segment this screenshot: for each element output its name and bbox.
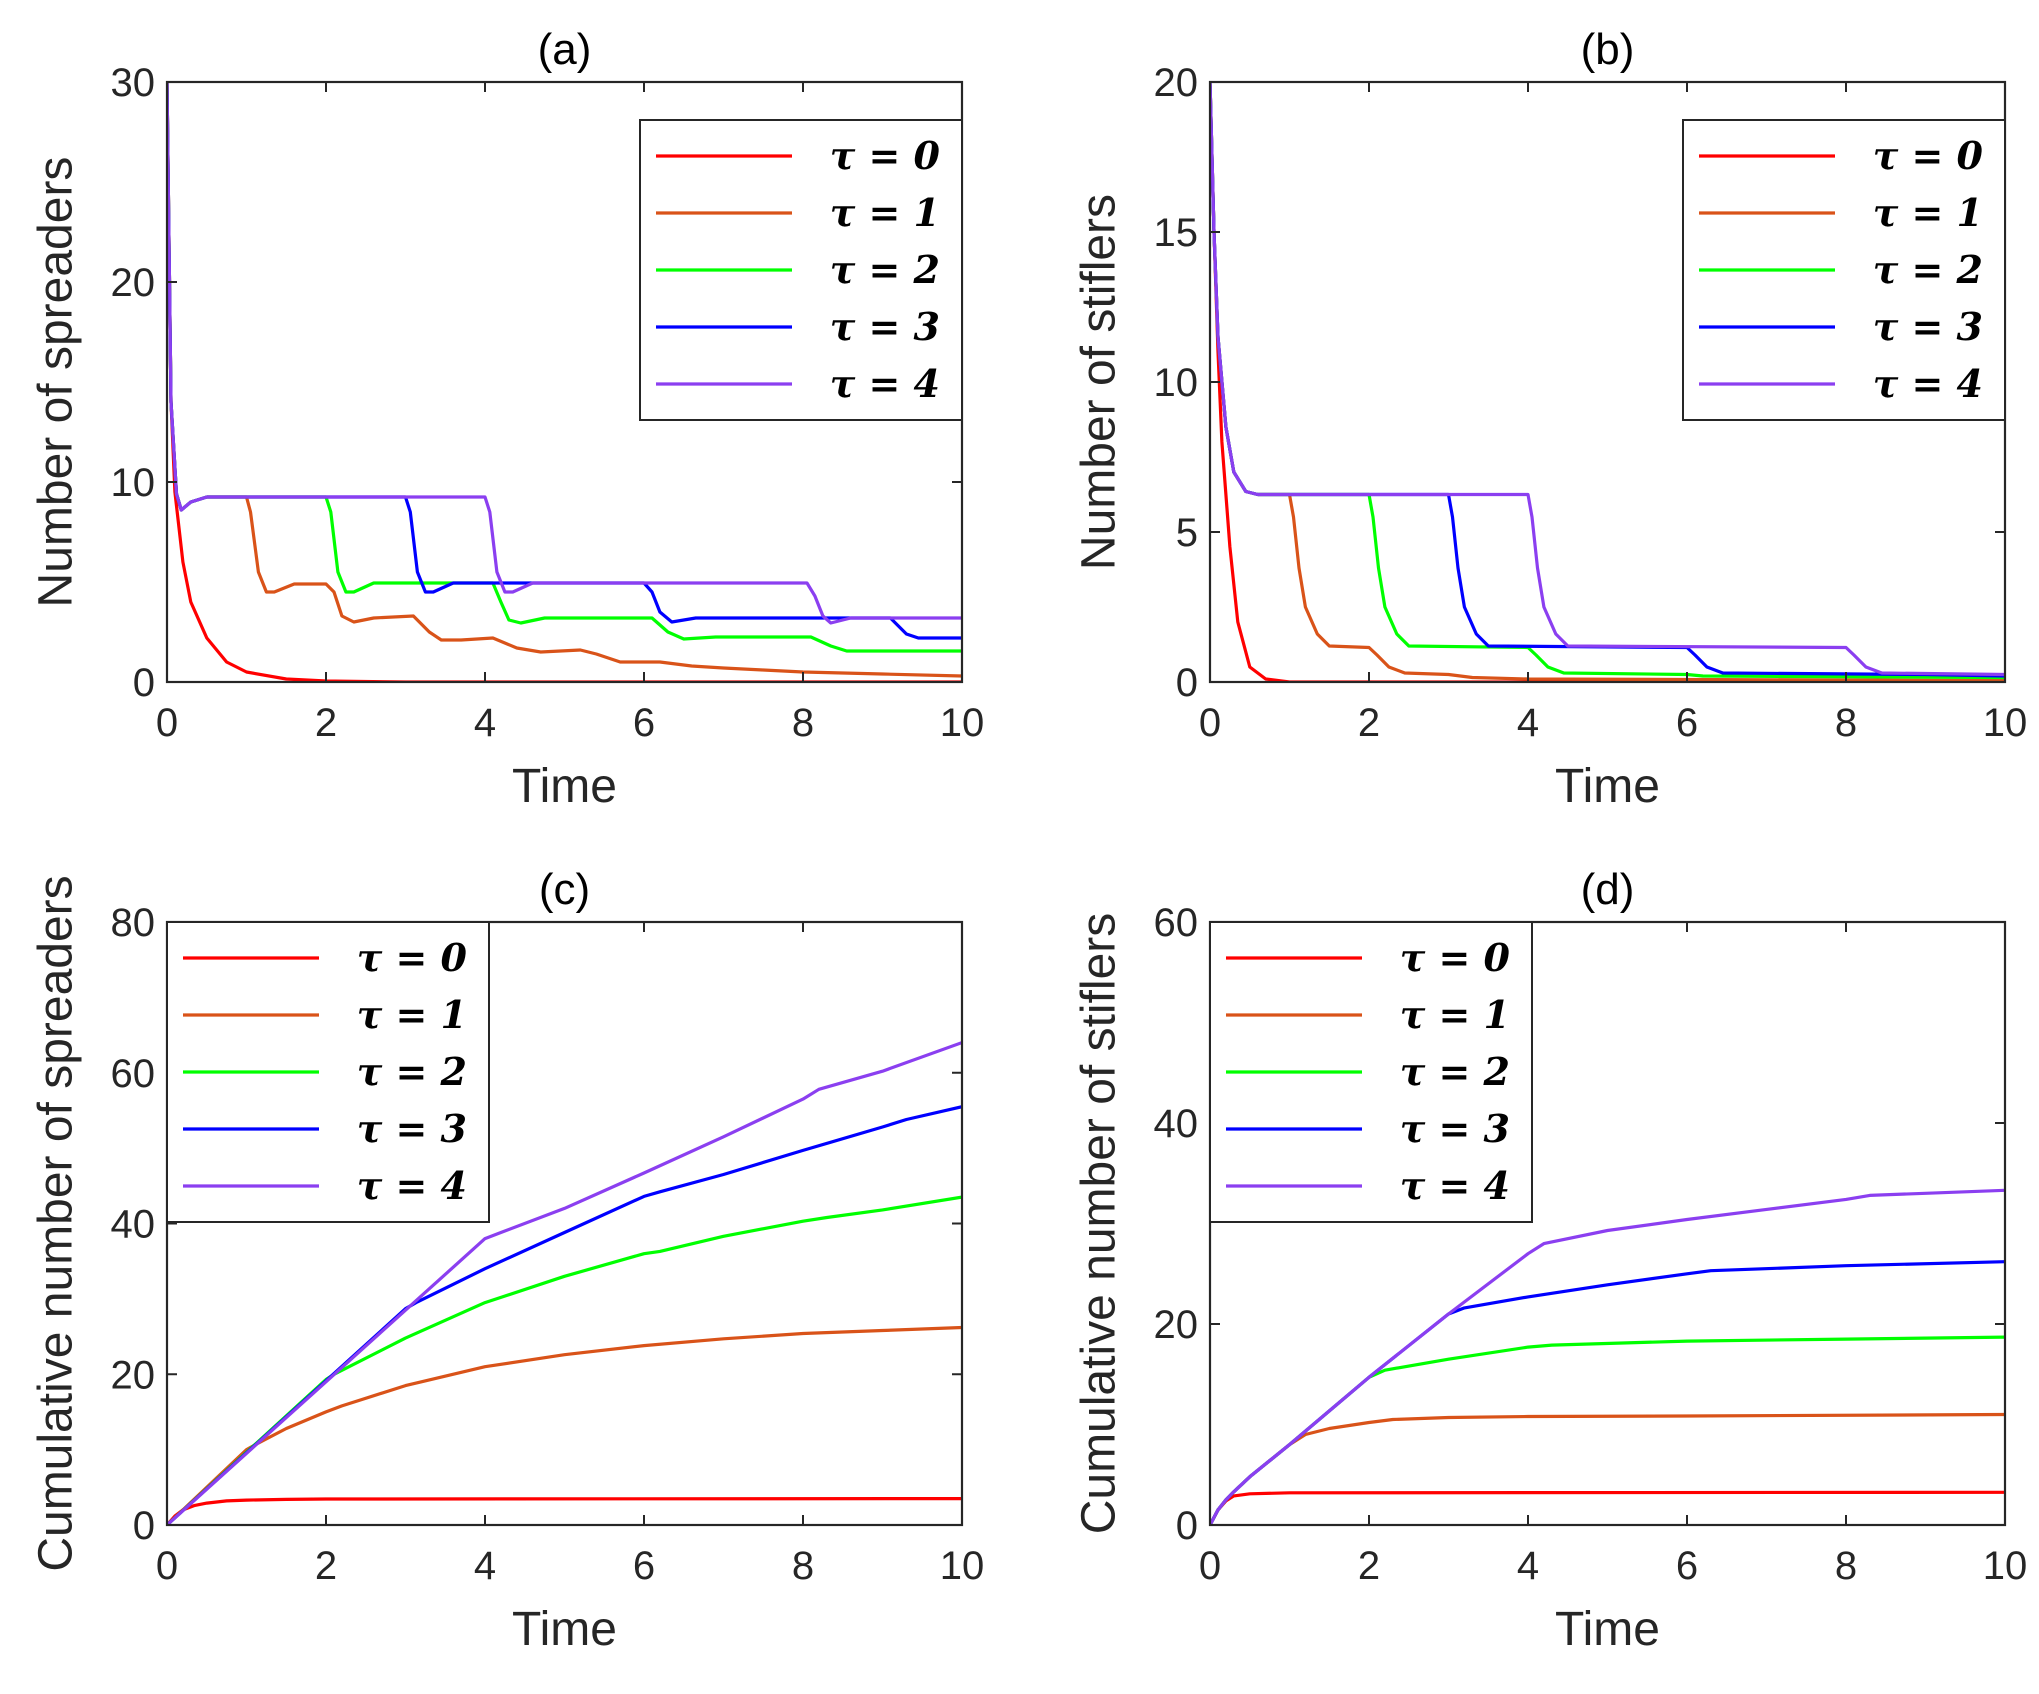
x-tick-label: 10	[940, 701, 985, 745]
x-tick-label: 0	[1199, 701, 1221, 745]
y-tick-label: 0	[1176, 661, 1198, 705]
y-tick-label: 20	[111, 1353, 156, 1397]
legend-label-tau-4: τ = 4	[357, 1163, 467, 1208]
x-tick-label: 6	[633, 1544, 655, 1588]
legend-label-tau-3: τ = 3	[357, 1106, 467, 1151]
x-tick-label: 6	[633, 701, 655, 745]
y-tick-label: 20	[1154, 1303, 1199, 1347]
axes-box	[1208, 920, 2007, 1527]
x-tick-label: 10	[1983, 1544, 2028, 1588]
x-tick-label: 6	[1676, 1544, 1698, 1588]
panel-a: 0 2 4 6 8 10 0 10 20 30 (a) Time Number of spreaders…	[30, 25, 985, 813]
series-line-tau-2	[167, 1195, 962, 1525]
y-tick-label: 80	[111, 901, 156, 945]
chart-title: (d)	[1581, 865, 1635, 914]
legend-label-tau-0: τ = 0	[830, 133, 941, 178]
y-tick-label: 60	[1154, 901, 1199, 945]
y-tick-label: 5	[1176, 511, 1198, 555]
legend-label-tau-1: τ = 1	[830, 190, 940, 235]
x-tick-label: 8	[1835, 701, 1857, 745]
chart-title: (a)	[538, 25, 592, 74]
legend-label-tau-3: τ = 3	[1400, 1106, 1510, 1151]
x-axis-label: Time	[512, 760, 617, 813]
series-group	[1210, 82, 2005, 682]
y-tick-label: 10	[111, 461, 156, 505]
legend: τ = 0 τ = 1 τ = 2 τ = 3 τ = 4	[639, 119, 963, 421]
y-tick-label: 60	[111, 1052, 156, 1096]
x-tick-label: 2	[1358, 701, 1380, 745]
x-tick-label: 4	[474, 701, 496, 745]
x-tick-label: 8	[1835, 1544, 1857, 1588]
y-axis-label: Number of stiflers	[1073, 194, 1126, 570]
y-axis-label: Cumulative number of spreaders	[30, 875, 83, 1571]
chart-title: (c)	[539, 865, 590, 914]
x-tick-label: 10	[940, 1544, 985, 1588]
x-tick-label: 0	[1199, 1544, 1221, 1588]
x-tick-label: 4	[1517, 1544, 1539, 1588]
series-line-tau-4	[167, 1041, 962, 1525]
legend-label-tau-4: τ = 4	[830, 361, 940, 406]
legend-label-tau-2: τ = 2	[830, 247, 940, 292]
y-tick-label: 15	[1154, 211, 1199, 255]
y-tick-label: 40	[1154, 1102, 1199, 1146]
x-tick-label: 4	[474, 1544, 496, 1588]
x-axis-label: Time	[512, 1603, 617, 1656]
y-axis-label: Cumulative number of stiflers	[1073, 913, 1126, 1535]
x-tick-label: 2	[315, 1544, 337, 1588]
legend-label-tau-2: τ = 2	[1400, 1049, 1510, 1094]
series-line-tau-4	[1210, 82, 2005, 677]
chart-title: (b)	[1581, 25, 1635, 74]
legend-label-tau-4: τ = 4	[1400, 1163, 1510, 1208]
series-line-tau-1	[167, 1325, 962, 1525]
x-tick-label: 4	[1517, 701, 1539, 745]
series-line-tau-4	[1210, 1188, 2005, 1525]
x-tick-label: 0	[156, 1544, 178, 1588]
legend-label-tau-0: τ = 0	[1873, 133, 1984, 178]
y-tick-label: 0	[1176, 1504, 1198, 1548]
legend: τ = 0 τ = 1 τ = 2 τ = 3 τ = 4	[166, 921, 490, 1223]
x-tick-label: 10	[1983, 701, 2028, 745]
x-tick-label: 0	[156, 701, 178, 745]
x-axis-label: Time	[1555, 1603, 1660, 1656]
series-group	[167, 1041, 962, 1525]
series-group	[1210, 1188, 2005, 1525]
x-tick-label: 2	[1358, 1544, 1380, 1588]
legend-label-tau-0: τ = 0	[1400, 935, 1511, 980]
x-tick-label: 6	[1676, 701, 1698, 745]
legend-label-tau-4: τ = 4	[1873, 361, 1983, 406]
y-tick-label: 10	[1154, 361, 1199, 405]
legend-label-tau-2: τ = 2	[1873, 247, 1983, 292]
legend-label-tau-1: τ = 1	[1400, 992, 1510, 1037]
legend-label-tau-1: τ = 1	[1873, 190, 1983, 235]
x-tick-label: 2	[315, 701, 337, 745]
legend-label-tau-3: τ = 3	[830, 304, 940, 349]
legend: τ = 0 τ = 1 τ = 2 τ = 3 τ = 4	[1682, 119, 2006, 421]
legend-label-tau-2: τ = 2	[357, 1049, 467, 1094]
panel-b: 0 2 4 6 8 10 0 5 10 15 20 (b) Time Number of stiflers…	[1073, 25, 2028, 813]
legend-label-tau-0: τ = 0	[357, 935, 468, 980]
x-axis-label: Time	[1555, 760, 1660, 813]
y-tick-label: 0	[133, 1504, 155, 1548]
y-tick-label: 20	[111, 261, 156, 305]
legend-label-tau-3: τ = 3	[1873, 304, 1983, 349]
legend: τ = 0 τ = 1 τ = 2 τ = 3 τ = 4	[1209, 921, 1533, 1223]
y-tick-label: 30	[111, 61, 156, 105]
y-axis-label: Number of spreaders	[30, 157, 83, 608]
panel-c: 0 2 4 6 8 10 0 20 40 60 80 (c) Time Cumulative number…	[30, 865, 985, 1656]
series-line-tau-4	[167, 82, 962, 625]
y-tick-label: 40	[111, 1203, 156, 1247]
legend-label-tau-1: τ = 1	[357, 992, 467, 1037]
panel-d: 0 2 4 6 8 10 0 20 40 60 (d) Time Cumulative number o…	[1073, 865, 2028, 1656]
x-tick-label: 8	[792, 1544, 814, 1588]
y-tick-label: 0	[133, 661, 155, 705]
y-tick-label: 20	[1154, 61, 1199, 105]
x-tick-label: 8	[792, 701, 814, 745]
